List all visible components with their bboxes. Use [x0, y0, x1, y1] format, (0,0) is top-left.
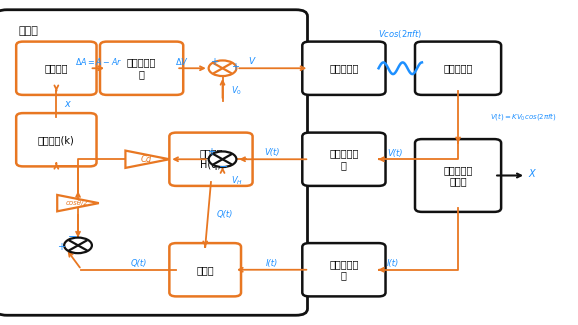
- Text: 超声振动切
削装置: 超声振动切 削装置: [443, 165, 473, 186]
- Circle shape: [209, 151, 236, 167]
- Text: x: x: [64, 99, 69, 109]
- Text: $V(t)=KV_0cos(2\pi ft)$: $V(t)=KV_0cos(2\pi ft)$: [490, 111, 557, 123]
- Text: +: +: [210, 57, 218, 67]
- Text: V(t): V(t): [264, 148, 279, 157]
- Text: 积分器: 积分器: [197, 265, 214, 275]
- Text: 电压感应电
阻: 电压感应电 阻: [329, 149, 358, 170]
- FancyBboxPatch shape: [302, 42, 386, 95]
- Circle shape: [64, 238, 92, 253]
- Text: $\Delta A=A-Ar$: $\Delta A=A-Ar$: [75, 56, 122, 67]
- Text: X: X: [528, 169, 535, 179]
- FancyBboxPatch shape: [415, 42, 501, 95]
- Text: +: +: [231, 62, 239, 72]
- Polygon shape: [125, 150, 169, 168]
- FancyBboxPatch shape: [16, 42, 97, 95]
- Polygon shape: [57, 195, 99, 211]
- FancyBboxPatch shape: [169, 243, 241, 296]
- Text: V(t): V(t): [387, 149, 403, 158]
- Text: 电压放大器: 电压放大器: [443, 63, 473, 73]
- Text: $V_H$: $V_H$: [231, 174, 243, 187]
- Text: 迟滞模型
H(q): 迟滞模型 H(q): [199, 149, 223, 170]
- Text: I(t): I(t): [387, 259, 399, 268]
- Text: $V_0$: $V_0$: [231, 85, 242, 97]
- FancyBboxPatch shape: [100, 42, 183, 95]
- Text: 电流感应电
阻: 电流感应电 阻: [329, 259, 358, 280]
- Text: Q(t): Q(t): [217, 210, 233, 219]
- Text: −: −: [219, 162, 228, 172]
- Text: Q(t): Q(t): [131, 259, 147, 268]
- Text: 信号发生器: 信号发生器: [329, 63, 358, 73]
- Text: V: V: [249, 57, 254, 66]
- FancyBboxPatch shape: [415, 139, 501, 212]
- FancyBboxPatch shape: [302, 133, 386, 186]
- Text: $Vcos(2\pi ft)$: $Vcos(2\pi ft)$: [378, 28, 423, 40]
- Text: 振幅检测: 振幅检测: [45, 63, 68, 73]
- FancyBboxPatch shape: [302, 243, 386, 296]
- FancyBboxPatch shape: [169, 133, 253, 186]
- Text: 振幅偏差控
制: 振幅偏差控 制: [127, 58, 156, 79]
- Text: +: +: [207, 147, 215, 157]
- Circle shape: [209, 60, 236, 76]
- Text: −: −: [68, 232, 77, 242]
- Text: +: +: [57, 242, 65, 252]
- Text: cosθ/2: cosθ/2: [65, 200, 88, 206]
- Text: 位移估计(k): 位移估计(k): [38, 135, 75, 145]
- Text: $\Delta V$: $\Delta V$: [175, 56, 189, 67]
- FancyBboxPatch shape: [16, 113, 97, 166]
- FancyBboxPatch shape: [0, 10, 307, 315]
- Text: Cd: Cd: [140, 155, 152, 164]
- Text: I(t): I(t): [265, 259, 278, 268]
- Text: 控制器: 控制器: [18, 26, 38, 36]
